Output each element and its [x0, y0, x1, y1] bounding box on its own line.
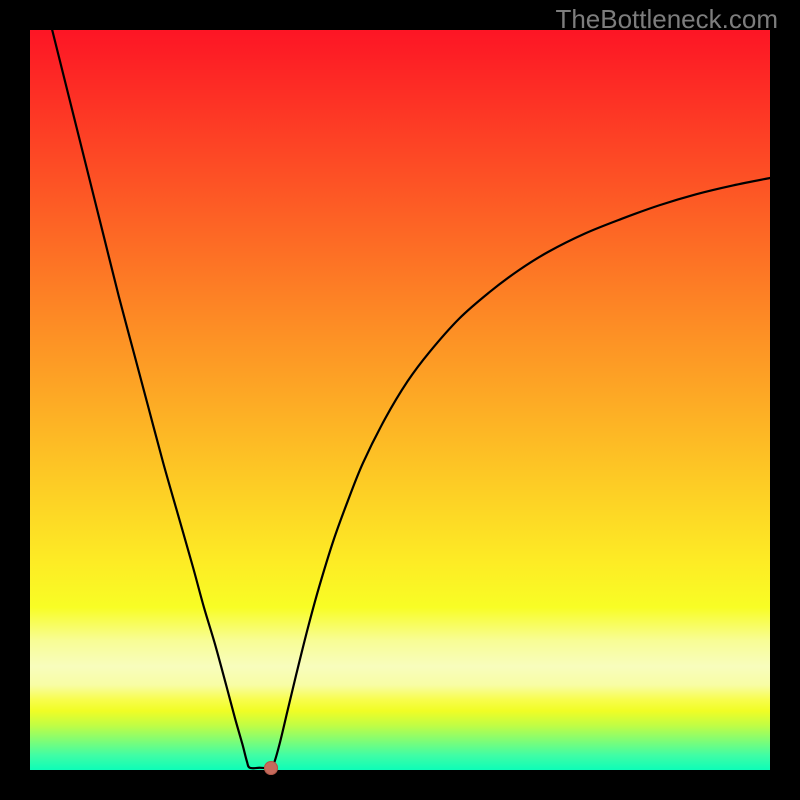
optimum-marker	[264, 761, 278, 775]
watermark-text: TheBottleneck.com	[555, 4, 778, 35]
chart-frame: TheBottleneck.com	[0, 0, 800, 800]
bottleneck-curve	[30, 30, 770, 770]
